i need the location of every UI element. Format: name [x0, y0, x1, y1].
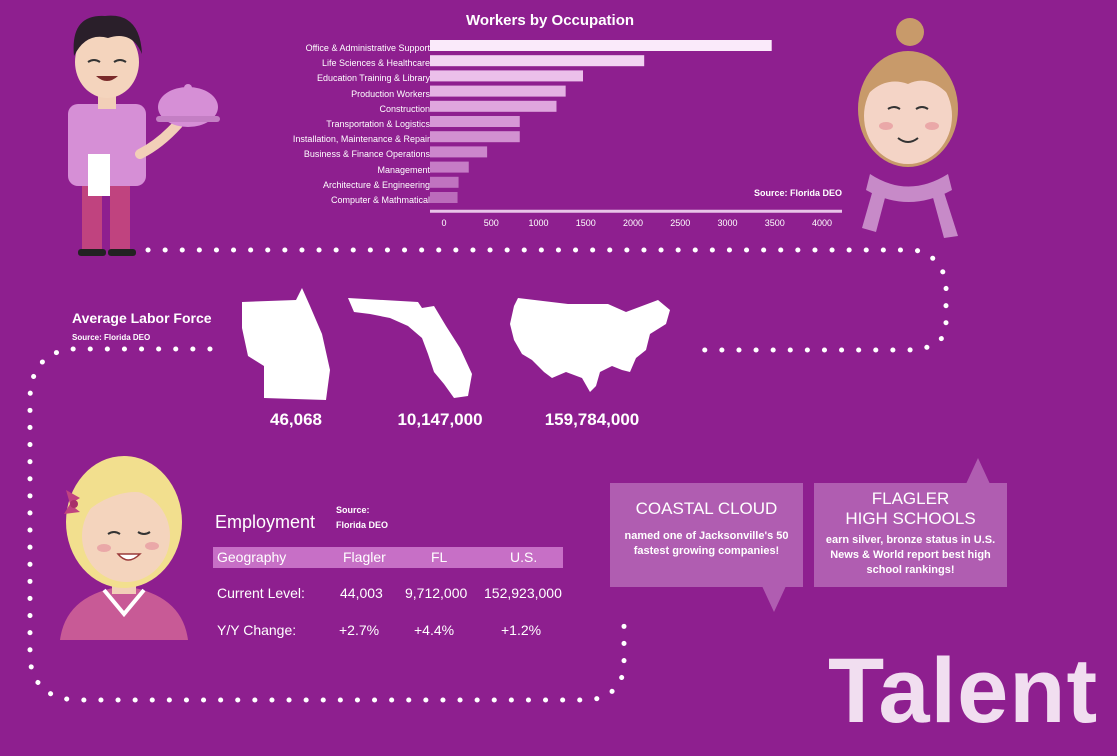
labor-force-flagler: 46,068 — [270, 410, 322, 429]
category-label: Installation, Maintenance & Repair — [292, 134, 430, 145]
coastal-cloud-heading: COASTAL CLOUD — [635, 499, 778, 518]
category-label: Education Training & Library — [316, 73, 430, 84]
labor-force-florida: 10,147,000 — [397, 410, 483, 429]
flagler-line2: News & World report best high — [830, 549, 991, 561]
employment-current-us: 152,923,000 — [484, 585, 562, 601]
bar-9 — [430, 176, 459, 188]
waiter-illustration — [68, 15, 220, 256]
x-tick-label: 500 — [484, 218, 499, 228]
bar-1 — [430, 55, 645, 67]
flagler-callout-pointer — [966, 458, 990, 484]
employment-change-fl: +4.4% — [414, 622, 455, 638]
bar-2 — [430, 70, 583, 82]
employment-header-fl: FL — [431, 549, 448, 565]
coastal-cloud-line2: fastest growing companies! — [633, 545, 780, 557]
coastal-cloud-callout: COASTAL CLOUD named one of Jacksonville'… — [610, 483, 803, 587]
usa-map-icon — [510, 298, 670, 392]
employment-source: Source: Florida DEO — [336, 503, 406, 533]
category-label: Production Workers — [351, 88, 430, 99]
chart-title: Workers by Occupation — [465, 12, 635, 29]
labor-force-title: Average Labor Force — [72, 310, 212, 326]
category-label: Management — [377, 164, 430, 175]
category-label: Transportation & Logistics — [326, 119, 430, 129]
bar-3 — [430, 85, 566, 97]
employment-change-us: +1.2% — [501, 622, 542, 638]
bar-10 — [430, 192, 458, 203]
category-label: Computer & Mathmatical — [330, 195, 430, 205]
employment-header-bar — [213, 547, 563, 568]
flagler-line1: earn silver, bronze status in U.S. — [825, 534, 996, 546]
flagler-heading-line2: HIGH SCHOOLS — [845, 509, 976, 528]
coastal-cloud-pointer — [762, 586, 786, 612]
x-tick-label: 2000 — [623, 218, 643, 228]
employment-header-flagler: Flagler — [343, 549, 386, 565]
employment-source-line1: Source: — [336, 505, 370, 515]
talent-heading: Talent — [828, 640, 1099, 742]
florida-map-icon — [348, 298, 472, 398]
flagler-line3: school rankings! — [866, 564, 955, 576]
employment-change-flagler: +2.7% — [339, 622, 380, 638]
category-label: Business & Finance Operations — [303, 149, 430, 160]
x-tick-label: 3000 — [717, 218, 737, 228]
category-label: Office & Administrative Support — [305, 43, 430, 53]
occupation-bar-chart: 0 500 1000 1500 2000 2500 3000 3500 4000 — [430, 40, 842, 228]
bar-0 — [430, 40, 772, 51]
bar-5 — [430, 116, 520, 127]
employment-title: Employment — [215, 512, 316, 532]
x-tick-label: 2500 — [670, 218, 690, 228]
x-tick-label: 4000 — [812, 218, 832, 228]
x-tick-label: 3500 — [765, 218, 785, 228]
chart-category-labels: Office & Administrative Support Life Scie… — [180, 40, 430, 210]
x-tick-label: 0 — [441, 218, 446, 228]
employment-header-us: U.S. — [510, 549, 538, 565]
bar-6 — [430, 131, 520, 143]
blonde-woman-illustration — [60, 456, 188, 640]
employment-row-label: Current Level: — [217, 585, 305, 601]
bar-8 — [430, 161, 469, 173]
employment-source-line2: Florida DEO — [336, 520, 389, 530]
employment-current-flagler: 44,003 — [340, 585, 383, 601]
coastal-cloud-line1: named one of Jacksonville's 50 — [624, 530, 789, 542]
flagler-heading-line1: FLAGLER — [871, 489, 950, 508]
scarf-girl-illustration — [858, 18, 958, 238]
category-label: Architecture & Engineering — [322, 179, 430, 190]
x-tick-label: 1500 — [576, 218, 596, 228]
flagler-high-schools-callout: FLAGLER HIGH SCHOOLS earn silver, bronze… — [814, 483, 1007, 587]
employment-current-fl: 9,712,000 — [405, 585, 468, 601]
category-label: Construction — [379, 103, 430, 114]
x-tick-label: 1000 — [528, 218, 548, 228]
employment-header-geography: Geography — [217, 549, 287, 565]
chart-source: Source: Florida DEO — [753, 188, 842, 198]
employment-row-label: Y/Y Change: — [217, 622, 297, 638]
labor-force-us: 159,784,000 — [544, 410, 640, 429]
bar-7 — [430, 146, 488, 158]
bar-4 — [430, 100, 557, 112]
labor-force-source: Source: Florida DEO — [72, 333, 151, 342]
flagler-county-map-icon — [242, 288, 330, 400]
category-label: Life Sciences & Healthcare — [321, 58, 430, 69]
